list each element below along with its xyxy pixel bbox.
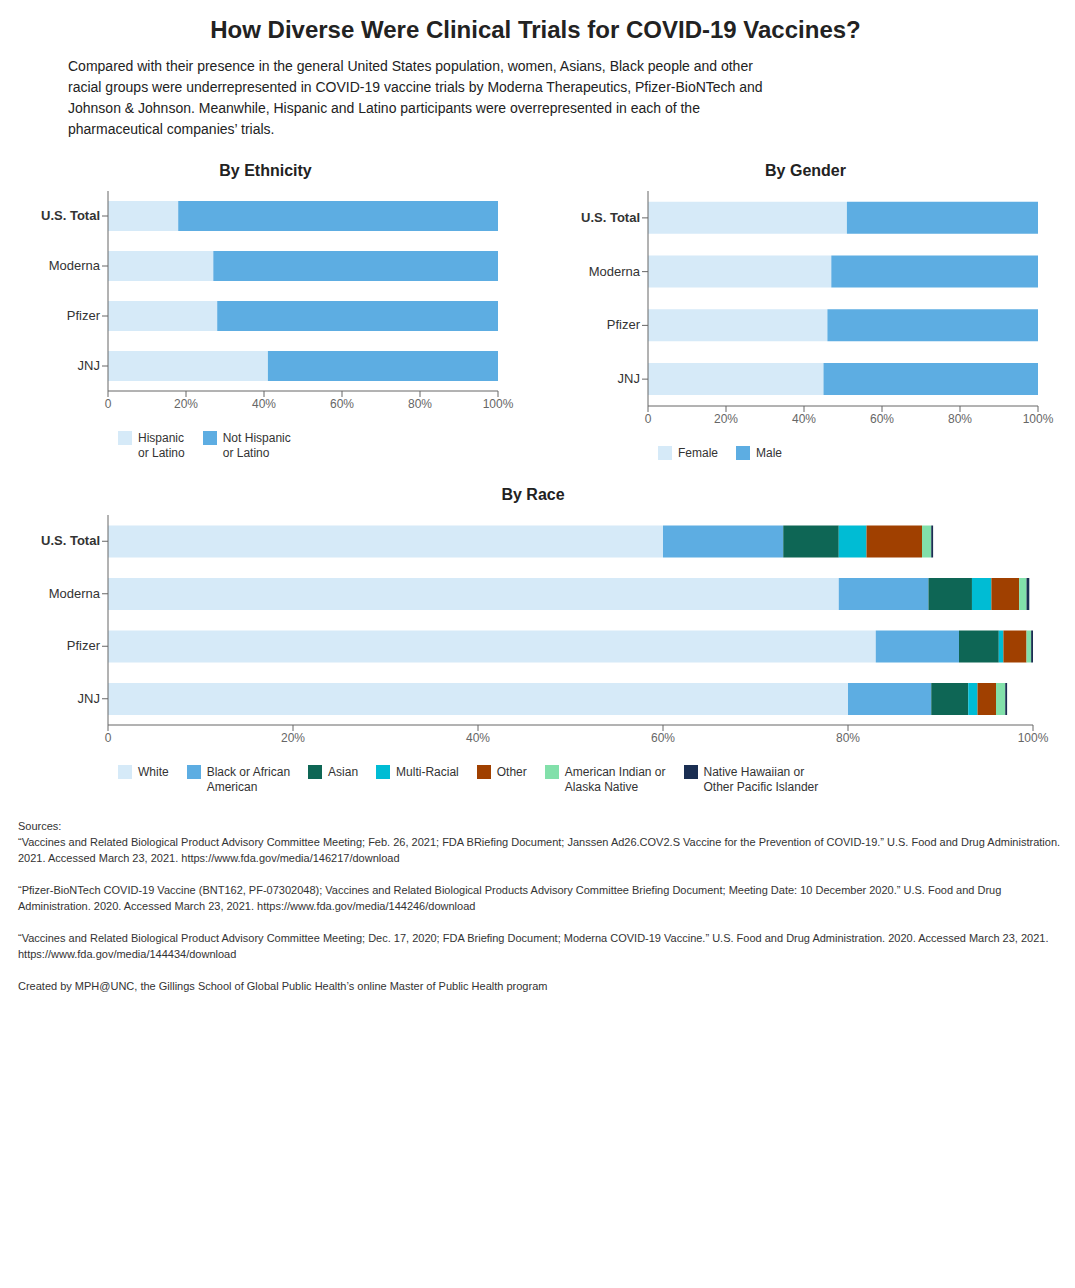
html-text:By Race: By Race	[501, 486, 565, 503]
svg-text:JNJ: JNJ	[618, 371, 640, 386]
svg-text:Pfizer: Pfizer	[67, 638, 101, 653]
svg-text:0: 0	[105, 397, 112, 411]
svg-text:U.S. Total: U.S. Total	[41, 533, 100, 548]
html-text:Other: Other	[496, 765, 527, 779]
svg-text:60%: 60%	[330, 397, 354, 411]
html-text:Black or African American: Black or African American	[206, 765, 291, 794]
html-text:Female: Female	[678, 446, 718, 460]
html-text:Sources: “Vaccines and Related: Sources: “Vaccines and Related Biologica…	[18, 820, 1064, 992]
html-text:Native Hawaiian or Other Pacif: Native Hawaiian or Other Pacific Islande…	[703, 765, 819, 794]
svg-text:80%: 80%	[408, 397, 432, 411]
html-text:By Gender: By Gender	[765, 162, 846, 179]
html-text:Male: Male	[756, 446, 782, 460]
svg-text:0: 0	[105, 731, 112, 745]
svg-text:60%: 60%	[651, 731, 675, 745]
html-text:Compared with their presence i: Compared with their presence in the gene…	[68, 58, 763, 137]
svg-text:20%: 20%	[174, 397, 198, 411]
html-text:Hispanic or Latino: Hispanic or Latino	[138, 431, 185, 460]
html-text:American Indian or Alaska Nati: American Indian or Alaska Native	[564, 765, 666, 794]
svg-text:40%: 40%	[792, 412, 816, 426]
svg-text:Moderna: Moderna	[49, 258, 101, 273]
svg-text:JNJ: JNJ	[78, 358, 100, 373]
svg-text:0: 0	[645, 412, 652, 426]
svg-text:20%: 20%	[281, 731, 305, 745]
html-text:How Diverse Were Clinical Tria: How Diverse Were Clinical Trials for COV…	[210, 16, 861, 43]
svg-text:Pfizer: Pfizer	[67, 308, 101, 323]
svg-text:100%: 100%	[1018, 731, 1049, 745]
html-text:By Ethnicity: By Ethnicity	[219, 162, 312, 179]
svg-text:40%: 40%	[466, 731, 490, 745]
svg-text:40%: 40%	[252, 397, 276, 411]
svg-text:JNJ: JNJ	[78, 691, 100, 706]
svg-text:80%: 80%	[948, 412, 972, 426]
svg-text:80%: 80%	[836, 731, 860, 745]
svg-text:100%: 100%	[483, 397, 514, 411]
svg-text:U.S. Total: U.S. Total	[41, 208, 100, 223]
svg-text:Pfizer: Pfizer	[607, 317, 641, 332]
html-text:Asian: Asian	[328, 765, 359, 779]
svg-text:Moderna: Moderna	[589, 264, 641, 279]
svg-text:100%: 100%	[1023, 412, 1054, 426]
html-text:White: White	[138, 765, 169, 779]
html-text:Not Hispanic or Latino: Not Hispanic or Latino	[222, 431, 291, 460]
html-text:Multi-Racial: Multi-Racial	[396, 765, 459, 779]
svg-text:U.S. Total: U.S. Total	[581, 210, 640, 225]
svg-text:20%: 20%	[714, 412, 738, 426]
svg-text:60%: 60%	[870, 412, 894, 426]
svg-text:Moderna: Moderna	[49, 586, 101, 601]
